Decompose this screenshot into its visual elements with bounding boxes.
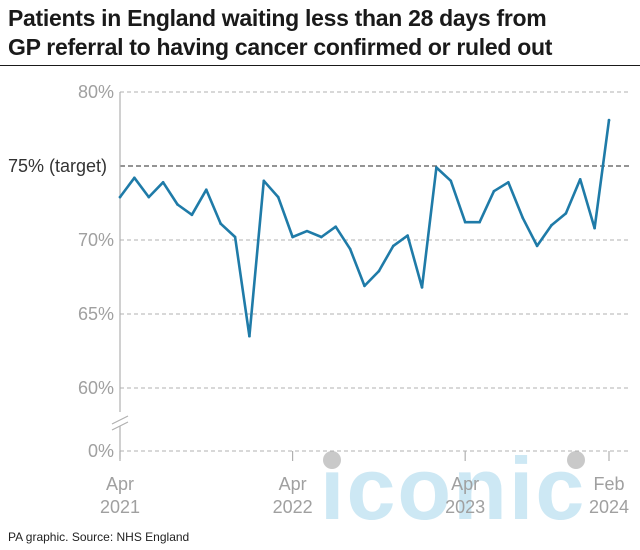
data-point-2021-06 — [147, 195, 151, 199]
x-tick-label-year-2022-04: 2022 — [273, 497, 313, 517]
x-tick-label-year-2021-04: 2021 — [100, 497, 140, 517]
data-point-2024-02 — [607, 118, 611, 122]
data-point-2023-09 — [535, 244, 539, 248]
data-point-2021-05 — [133, 176, 136, 180]
data-series — [118, 118, 611, 338]
data-point-2022-05 — [305, 229, 309, 233]
y-tick-label-0: 0% — [88, 441, 114, 461]
watermark: iconic — [320, 439, 587, 538]
data-point-2021-09 — [190, 213, 194, 217]
data-point-2022-03 — [276, 195, 280, 199]
watermark-dot-1 — [323, 451, 341, 469]
data-point-2022-02 — [262, 179, 266, 183]
data-point-2022-01 — [248, 334, 251, 338]
axis-break-marker — [111, 415, 129, 431]
data-point-2023-06 — [492, 189, 496, 193]
data-point-2021-12 — [233, 235, 237, 239]
data-point-2021-10 — [204, 188, 208, 191]
data-point-2022-09 — [363, 284, 366, 288]
axes — [111, 92, 610, 461]
chart-title-line-2: GP referral to having cancer confirmed o… — [8, 34, 553, 60]
axis-labels: 80% 70% 65% 60% 0% 75% (target) Apr 2021 Apr 2022… — [8, 82, 629, 517]
x-tick-label-year-2023-04: 2023 — [445, 497, 485, 517]
data-point-2023-02 — [435, 166, 438, 169]
data-point-2023-07 — [507, 180, 510, 184]
y-tick-label-65: 65% — [78, 304, 114, 324]
data-point-2022-10 — [377, 269, 381, 273]
data-point-2023-11 — [564, 212, 568, 215]
gridlines — [120, 91, 629, 452]
data-point-2023-12 — [578, 178, 582, 181]
data-point-2022-08 — [348, 247, 352, 251]
data-point-2023-03 — [449, 179, 453, 183]
data-point-2023-10 — [550, 223, 553, 227]
watermark-dot-2 — [567, 451, 585, 469]
data-point-2022-04 — [291, 235, 294, 239]
x-tick-label-year-2024-02: 2024 — [589, 497, 629, 517]
data-point-2023-05 — [478, 220, 481, 224]
y-tick-label-80: 80% — [78, 82, 114, 102]
data-point-2023-01 — [420, 286, 424, 289]
target-label: 75% (target) — [8, 156, 107, 176]
chart-title-line-1: Patients in England waiting less than 28… — [8, 5, 547, 31]
title-divider — [0, 65, 640, 66]
data-point-2022-06 — [320, 235, 323, 239]
x-tick-label-month-2024-02: Feb — [593, 474, 624, 494]
data-point-2021-07 — [161, 180, 165, 184]
source-note: PA graphic. Source: NHS England — [8, 530, 190, 544]
data-point-2022-12 — [406, 234, 409, 237]
data-point-2021-11 — [219, 222, 222, 226]
y-tick-label-60: 60% — [78, 378, 114, 398]
series-line — [118, 118, 611, 338]
y-tick-label-70: 70% — [78, 230, 114, 250]
data-point-2022-11 — [391, 244, 395, 248]
data-point-2023-04 — [463, 220, 467, 224]
x-tick-label-month-2023-04: Apr — [451, 474, 479, 494]
chart-title: Patients in England waiting less than 28… — [8, 4, 632, 62]
data-point-2022-07 — [334, 225, 338, 228]
data-point-2021-04 — [118, 195, 122, 199]
data-point-2024-01 — [593, 226, 596, 230]
x-tick-label-month-2021-04: Apr — [106, 474, 134, 494]
data-point-2023-08 — [521, 216, 525, 220]
data-point-2021-08 — [176, 203, 179, 206]
x-tick-label-month-2022-04: Apr — [279, 474, 307, 494]
